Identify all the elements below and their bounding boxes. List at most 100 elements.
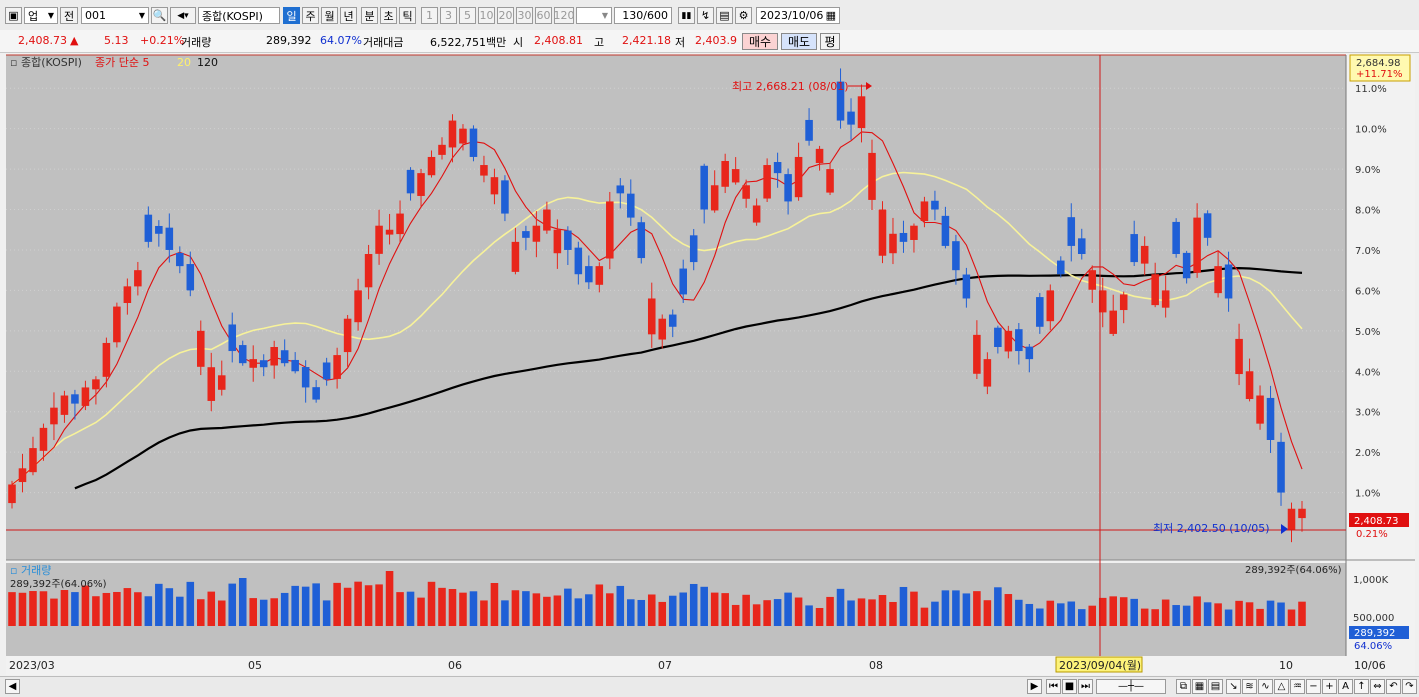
arrow-up-icon[interactable]: ↑	[1354, 679, 1369, 694]
ma5-line	[11, 131, 1303, 485]
current-price-pct: 0.21%	[1356, 529, 1388, 540]
candle-body	[134, 270, 142, 287]
tab-period-week[interactable]: 주	[302, 7, 319, 24]
sell-button[interactable]: 매도	[781, 33, 817, 50]
grid-icon[interactable]: ▦	[1192, 679, 1207, 694]
zoom-slider[interactable]: —┼—	[1096, 679, 1166, 694]
market-select-label: 업	[28, 9, 39, 23]
candle-body	[878, 209, 887, 256]
minute-option-60[interactable]: 60	[535, 7, 552, 24]
trend-tool-icon[interactable]: ↘	[1226, 679, 1241, 694]
tab-period-year[interactable]: 년	[340, 7, 357, 24]
buy-button[interactable]: 매수	[742, 33, 778, 50]
indicator-icon[interactable]: ▮▮	[678, 7, 695, 24]
chart-svg[interactable]: ▫ 종합(KOSPI) 종가 단순 5 20 120 최고 2,668.21 (…	[0, 53, 1419, 676]
volume-bar	[1298, 601, 1306, 626]
candle-body	[941, 215, 950, 246]
index-name-field[interactable]: 종합(KOSPI)	[198, 7, 280, 24]
market-select[interactable]: 업 ▼	[24, 7, 58, 24]
rewind-icon[interactable]: ⏮	[1046, 679, 1061, 694]
even-button[interactable]: 평	[820, 33, 840, 50]
candle-body	[637, 222, 646, 259]
volume-bar	[752, 604, 761, 626]
volume-bar	[742, 594, 750, 626]
scroll-left-icon[interactable]: ◀	[5, 679, 20, 694]
candle-body	[857, 96, 866, 129]
volume-bar	[1067, 601, 1076, 626]
candle-body	[543, 209, 551, 231]
count-input[interactable]: 130/600	[614, 7, 672, 24]
zoom-out-icon[interactable]: −	[1306, 679, 1321, 694]
volume-bar	[899, 586, 908, 626]
candle-body	[700, 165, 708, 210]
legend-ma5: 종가 단순 5	[95, 56, 149, 69]
zoom-in-icon[interactable]: +	[1322, 679, 1337, 694]
tab-period-tick[interactable]: 틱	[399, 7, 416, 24]
minute-option-120[interactable]: 120	[553, 7, 575, 24]
tab-period-month[interactable]: 월	[321, 7, 338, 24]
scroll-right-icon[interactable]: ▶	[1027, 679, 1042, 694]
undo-icon[interactable]: ↶	[1386, 679, 1401, 694]
volume-bar	[396, 592, 404, 626]
candle-body	[679, 268, 687, 295]
candle-body	[1266, 397, 1275, 440]
chart-area[interactable]: ▫ 종합(KOSPI) 종가 단순 5 20 120 최고 2,668.21 (…	[0, 53, 1419, 676]
text-tool-icon[interactable]: A	[1338, 679, 1353, 694]
tab-period-second[interactable]: 초	[380, 7, 397, 24]
volume-bar	[8, 592, 16, 626]
candle-body	[868, 152, 876, 200]
interval-select[interactable]: ▼	[576, 7, 612, 24]
bottom-scrollbar[interactable]: ◀ ▶ ⏮ ■ ⏭ —┼— ⧉ ▦ ▤ ↘ ≋ ∿ △ ♒ − + A ↑ ⇔ …	[0, 676, 1419, 697]
forward-icon[interactable]: ⏭	[1078, 679, 1093, 694]
minute-option-3[interactable]: 3	[440, 7, 457, 24]
stop-icon[interactable]: ■	[1062, 679, 1077, 694]
price-axis-label: 8.0%	[1355, 206, 1380, 217]
candle-body	[920, 201, 929, 222]
candle-body	[899, 232, 908, 242]
ma120-line	[74, 266, 1303, 490]
line-tool-icon[interactable]: ↯	[697, 7, 714, 24]
minute-option-20[interactable]: 20	[497, 7, 514, 24]
minute-option-10[interactable]: 10	[478, 7, 495, 24]
volume-bar	[480, 600, 488, 626]
price-change: 5.13	[104, 34, 129, 47]
code-input[interactable]: 001 ▼	[81, 7, 149, 24]
copy-icon[interactable]: ⧉	[1176, 679, 1191, 694]
volume-bar	[700, 586, 708, 626]
tab-period-day[interactable]: 일	[283, 7, 300, 24]
layout-icon[interactable]: ▣	[5, 7, 22, 24]
volume-bar	[333, 582, 341, 626]
x-label-06: 06	[448, 659, 462, 672]
candle-body	[1130, 234, 1138, 263]
gear-icon[interactable]: ⚙	[735, 7, 752, 24]
volume-bar	[459, 592, 467, 626]
volume-bar	[123, 588, 132, 626]
volume-bar	[343, 587, 352, 626]
minute-option-30[interactable]: 30	[516, 7, 533, 24]
triangle-tool-icon[interactable]: △	[1274, 679, 1289, 694]
table-icon[interactable]: ▤	[1208, 679, 1223, 694]
candle-body	[616, 185, 625, 194]
date-input[interactable]: 2023/10/06 ▦	[756, 7, 840, 24]
minute-option-1[interactable]: 1	[421, 7, 438, 24]
volume-bar	[710, 592, 719, 626]
candle-body	[259, 360, 268, 368]
fit-icon[interactable]: ⇔	[1370, 679, 1385, 694]
speaker-icon[interactable]: ◀▾	[170, 7, 196, 24]
volume-bar	[438, 587, 446, 626]
prev-button[interactable]: 전	[60, 7, 78, 24]
top-price-box	[1349, 54, 1411, 82]
save-icon[interactable]: ▤	[716, 7, 733, 24]
volume-bar	[1130, 598, 1138, 626]
volume-bar	[763, 600, 771, 626]
candle-body	[1036, 297, 1044, 327]
tab-period-minute[interactable]: 분	[361, 7, 378, 24]
candle-body	[910, 225, 918, 240]
cycle-tool-icon[interactable]: ♒	[1290, 679, 1305, 694]
wave-tool-icon[interactable]: ∿	[1258, 679, 1273, 694]
search-icon[interactable]: 🔍	[151, 7, 168, 24]
redo-icon[interactable]: ↷	[1402, 679, 1417, 694]
minute-option-5[interactable]: 5	[459, 7, 476, 24]
fib-tool-icon[interactable]: ≋	[1242, 679, 1257, 694]
candle-body	[18, 468, 27, 483]
